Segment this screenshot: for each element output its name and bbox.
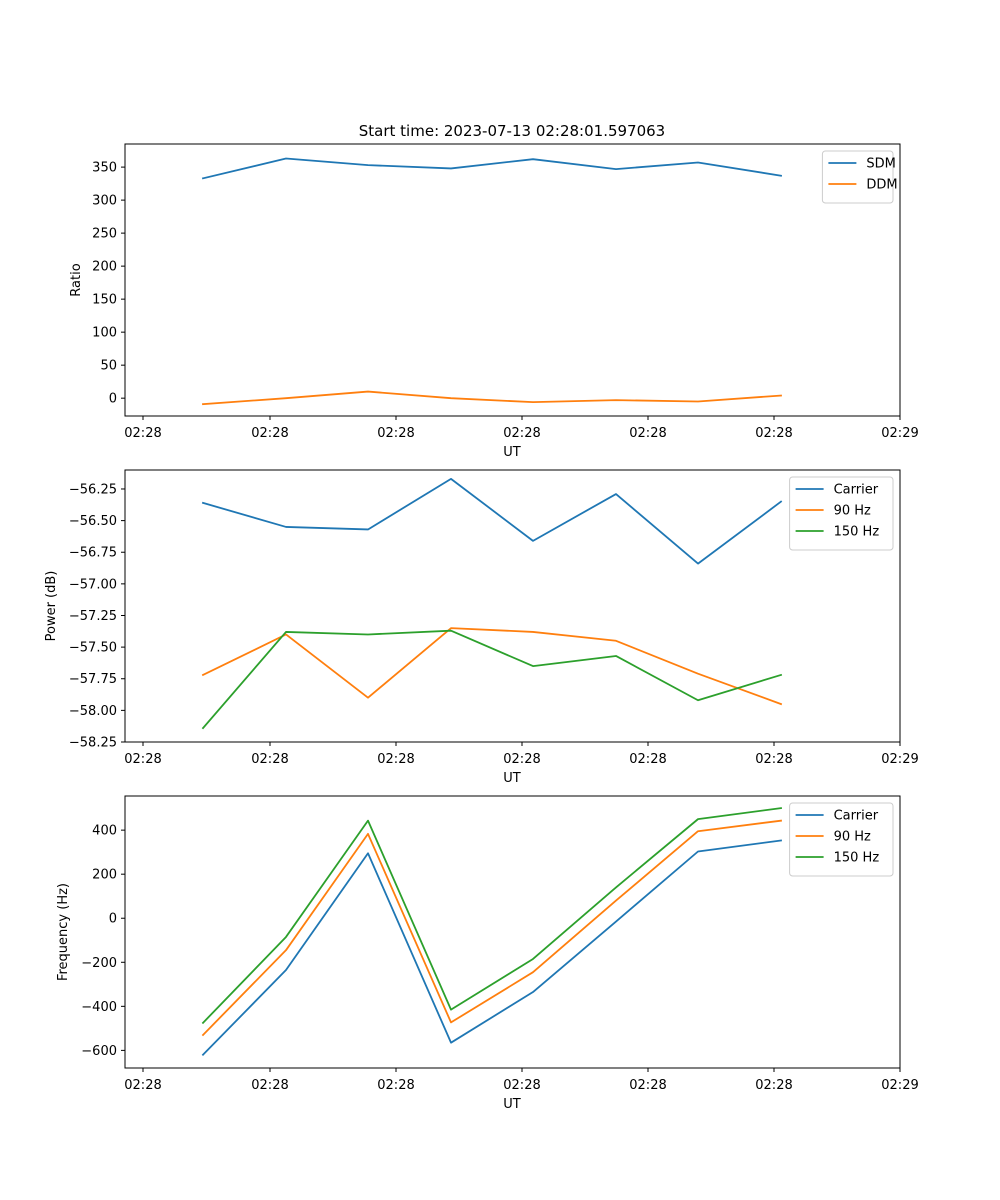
y-tick-label: −57.50 — [69, 641, 117, 656]
y-tick-label: −58.00 — [69, 704, 117, 719]
y-tick-label: −56.50 — [69, 514, 117, 529]
y-tick-label: 200 — [92, 260, 117, 275]
y-tick-label: −57.00 — [69, 577, 117, 592]
figure-title: Start time: 2023-07-13 02:28:01.597063 — [359, 122, 665, 140]
y-tick-label: −600 — [81, 1044, 117, 1059]
y-tick-label: 250 — [92, 227, 117, 242]
x-tick-label: 02:28 — [629, 426, 666, 441]
y-tick-label: −58.25 — [69, 736, 117, 751]
x-tick-label: 02:28 — [755, 1078, 792, 1093]
y-tick-label: 50 — [100, 359, 117, 374]
y-axis-label: Power (dB) — [44, 571, 59, 642]
y-tick-label: −56.25 — [69, 482, 117, 497]
legend-label: SDM — [866, 157, 895, 172]
x-tick-label: 02:28 — [755, 752, 792, 767]
legend: Carrier 90 Hz 150 Hz — [789, 476, 894, 551]
x-tick-label: 02:28 — [755, 426, 792, 441]
frequency-plot: −600 −400 −200 0 200 400 02:28 02:28 02:28 02:28 0… — [56, 795, 919, 1112]
legend-box — [821, 150, 894, 204]
y-tick-label: 150 — [92, 293, 117, 308]
y-axis-label: Ratio — [69, 263, 84, 296]
legend-label: DDM — [866, 178, 897, 193]
plot-frame — [124, 795, 901, 1069]
power-plot: −58.25 −58.00 −57.75 −57.50 −57.25 −57.00 −56.… — [44, 469, 919, 786]
legend-label: Carrier — [834, 483, 879, 498]
y-tick-label: −200 — [81, 956, 117, 971]
legend-label: 90 Hz — [834, 504, 871, 519]
series-line-carrier — [201, 839, 783, 1057]
ratio-plot: 0 50 100 150 200 250 300 350 02:28 02:28 02:28 02:2… — [69, 143, 919, 460]
series-line-150-hz — [201, 629, 783, 730]
series-line-150-hz — [201, 807, 783, 1025]
x-tick-label: 02:28 — [124, 1078, 161, 1093]
legend: SDM DDM — [821, 150, 898, 204]
x-tick-label: 02:28 — [251, 752, 288, 767]
x-tick-label: 02:28 — [124, 426, 161, 441]
series-line-90-hz — [201, 819, 783, 1037]
x-tick-label: 02:28 — [377, 1078, 414, 1093]
y-tick-label: −400 — [81, 1000, 117, 1015]
y-tick-label: 100 — [92, 326, 117, 341]
x-tick-label: 02:28 — [503, 1078, 540, 1093]
legend-label: Carrier — [834, 809, 879, 824]
y-tick-label: 200 — [92, 868, 117, 883]
x-axis-label: UT — [503, 771, 521, 786]
legend: Carrier 90 Hz 150 Hz — [789, 802, 894, 877]
x-tick-label: 02:29 — [881, 1078, 918, 1093]
series-line-ddm — [202, 390, 782, 406]
y-tick-label: −57.25 — [69, 609, 117, 624]
x-tick-label: 02:28 — [629, 1078, 666, 1093]
y-axis-label: Frequency (Hz) — [56, 883, 71, 981]
x-tick-label: 02:28 — [124, 752, 161, 767]
y-tick-label: −56.75 — [69, 546, 117, 561]
y-tick-label: −57.75 — [69, 672, 117, 687]
x-tick-label: 02:28 — [503, 752, 540, 767]
x-axis-label: UT — [503, 1097, 521, 1112]
y-tick-label: 350 — [92, 161, 117, 176]
x-tick-label: 02:28 — [251, 1078, 288, 1093]
x-tick-label: 02:28 — [251, 426, 288, 441]
y-tick-label: 0 — [109, 912, 117, 927]
legend-label: 90 Hz — [834, 830, 871, 845]
legend-label: 150 Hz — [834, 851, 880, 866]
series-line-sdm — [201, 157, 783, 180]
series-line-90-hz — [201, 627, 783, 706]
plot-frame — [124, 143, 901, 417]
x-tick-label: 02:28 — [377, 426, 414, 441]
x-tick-label: 02:29 — [881, 426, 918, 441]
x-tick-label: 02:28 — [503, 426, 540, 441]
series-line-carrier — [201, 477, 783, 565]
y-tick-label: 300 — [92, 194, 117, 209]
legend-label: 150 Hz — [834, 525, 880, 540]
x-tick-label: 02:29 — [881, 752, 918, 767]
y-tick-label: 0 — [109, 392, 117, 407]
x-tick-label: 02:28 — [629, 752, 666, 767]
x-tick-label: 02:28 — [377, 752, 414, 767]
plot-frame — [124, 469, 901, 743]
x-axis-label: UT — [503, 445, 521, 460]
y-tick-label: 400 — [92, 824, 117, 839]
